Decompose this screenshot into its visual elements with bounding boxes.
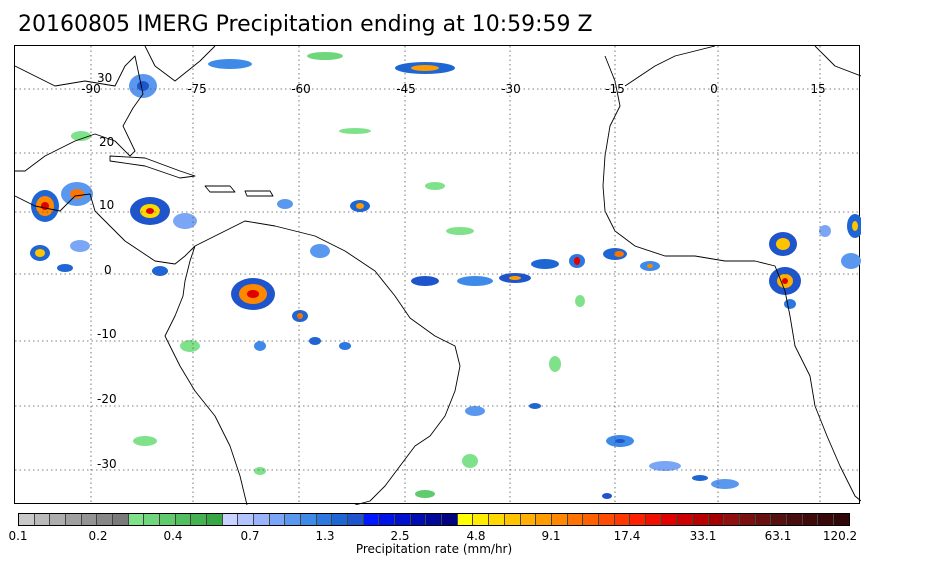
colorbar-swatch — [316, 514, 333, 525]
colorbar-swatch — [19, 514, 35, 525]
colorbar-swatch — [191, 514, 208, 525]
colorbar-swatch — [426, 514, 443, 525]
lat-label: -20 — [97, 392, 117, 406]
coastline-layer — [15, 46, 861, 505]
map-title: 20160805 IMERG Precipitation ending at 1… — [18, 12, 593, 37]
colorbar-label: 0.1 — [8, 529, 28, 543]
colorbar-label: 63.1 — [764, 529, 792, 543]
colorbar-swatch — [160, 514, 176, 525]
colorbar-swatch — [818, 514, 834, 525]
colorbar-swatch — [442, 514, 458, 525]
colorbar-swatch — [551, 514, 568, 525]
colorbar-label: 4.8 — [466, 529, 486, 543]
precipitation-colorbar — [18, 513, 850, 526]
colorbar-swatch — [348, 514, 364, 525]
colorbar-swatch — [630, 514, 646, 525]
colorbar-swatch — [771, 514, 787, 525]
precipitation-layer — [30, 52, 861, 499]
lon-label: -90 — [81, 82, 101, 96]
colorbar-swatch — [661, 514, 678, 525]
colorbar-swatch — [692, 514, 709, 525]
lat-label: 10 — [99, 198, 114, 212]
colorbar-label: 0.2 — [88, 529, 108, 543]
lon-label: -45 — [396, 82, 416, 96]
colorbar-swatch — [677, 514, 693, 525]
colorbar-swatch — [520, 514, 537, 525]
lon-label: 15 — [810, 82, 825, 96]
colorbar-swatch — [379, 514, 396, 525]
colorbar-swatch — [238, 514, 255, 525]
colorbar-swatch — [739, 514, 756, 525]
colorbar-swatch — [786, 514, 803, 525]
colorbar-swatch — [489, 514, 505, 525]
colorbar-swatch — [614, 514, 631, 525]
lon-label: -15 — [605, 82, 625, 96]
colorbar-label: 120.2 — [822, 529, 858, 543]
lon-label: -60 — [291, 82, 311, 96]
graticule — [15, 46, 861, 505]
colorbar-swatch — [708, 514, 725, 525]
colorbar-label: 0.7 — [240, 529, 260, 543]
colorbar-swatch — [269, 514, 286, 525]
colorbar-swatch — [128, 514, 145, 525]
colorbar-swatch — [833, 514, 849, 525]
colorbar-swatch — [645, 514, 662, 525]
precipitation-map: -90 -75 -60 -45 -30 -15 0 15 30 20 10 0 … — [14, 45, 861, 505]
colorbar-swatch — [144, 514, 161, 525]
lat-label: 0 — [104, 263, 112, 277]
lon-label: 0 — [710, 82, 718, 96]
colorbar-swatch — [285, 514, 302, 525]
colorbar-swatch — [81, 514, 98, 525]
colorbar-swatch — [536, 514, 552, 525]
colorbar-caption: Precipitation rate (mm/hr) — [355, 542, 513, 556]
colorbar-label: 0.4 — [163, 529, 183, 543]
colorbar-swatch — [254, 514, 270, 525]
colorbar-swatch — [802, 514, 819, 525]
colorbar-label: 33.1 — [689, 529, 717, 543]
colorbar-swatch — [598, 514, 615, 525]
colorbar-swatch — [207, 514, 223, 525]
colorbar-swatch — [34, 514, 51, 525]
colorbar-swatch — [363, 514, 380, 525]
colorbar-swatch — [567, 514, 584, 525]
colorbar-swatch — [473, 514, 490, 525]
colorbar-swatch — [504, 514, 521, 525]
map-canvas: -90 -75 -60 -45 -30 -15 0 15 30 20 10 0 … — [15, 46, 861, 505]
colorbar-swatch — [457, 514, 474, 525]
lat-label: 20 — [99, 135, 114, 149]
colorbar-label: 9.1 — [541, 529, 561, 543]
colorbar-swatch — [410, 514, 427, 525]
colorbar-label: 1.3 — [315, 529, 335, 543]
colorbar-swatch — [113, 514, 129, 525]
lat-label: -30 — [97, 457, 117, 471]
colorbar-swatch — [724, 514, 740, 525]
colorbar-swatch — [332, 514, 349, 525]
colorbar-swatch — [395, 514, 411, 525]
colorbar-label: 2.5 — [390, 529, 410, 543]
colorbar-label: 17.4 — [613, 529, 641, 543]
colorbar-swatch — [755, 514, 772, 525]
colorbar-swatch — [97, 514, 114, 525]
colorbar-labels: 0.1 0.2 0.4 0.7 1.3 2.5 4.8 9.1 17.4 33.… — [8, 529, 857, 543]
colorbar-swatch — [175, 514, 192, 525]
lat-label: 30 — [97, 71, 112, 85]
lat-label: -10 — [97, 327, 117, 341]
colorbar-swatch — [301, 514, 317, 525]
colorbar-swatch — [66, 514, 82, 525]
lon-label: -75 — [187, 82, 207, 96]
lon-label: -30 — [501, 82, 521, 96]
colorbar-swatch — [50, 514, 67, 525]
colorbar-swatch — [222, 514, 239, 525]
colorbar-swatch — [583, 514, 599, 525]
